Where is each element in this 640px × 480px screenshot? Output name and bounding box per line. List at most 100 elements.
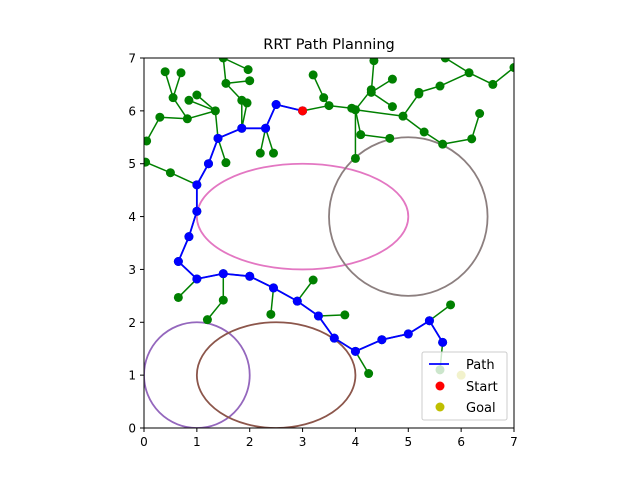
path-node (313, 311, 323, 321)
tree-node (435, 81, 445, 91)
x-tick-label: 5 (404, 435, 412, 449)
path-line (177, 103, 444, 353)
legend-path-label: Path (466, 358, 495, 373)
tree-edge (402, 93, 420, 117)
tree-node (446, 300, 456, 310)
tree-node (242, 98, 252, 108)
tree-node (210, 106, 220, 116)
path-node (192, 180, 202, 190)
tree-node (155, 112, 165, 122)
path-node (203, 159, 213, 169)
path-node (438, 337, 448, 347)
tree-node (419, 127, 429, 137)
x-tick-label: 2 (246, 435, 254, 449)
path-node (269, 283, 278, 293)
tree-node (364, 369, 374, 379)
tree-node (218, 295, 228, 305)
tree-edge (444, 58, 470, 74)
path-node (245, 271, 255, 281)
tree-node (488, 79, 498, 89)
tree-node (467, 134, 477, 144)
y-tick-label: 0 (128, 422, 136, 436)
tree-node (509, 63, 514, 73)
x-tick-label: 4 (352, 435, 360, 449)
tree-node (366, 87, 376, 97)
tree-node (144, 157, 151, 167)
y-axis: 0 1 2 3 4 5 6 7 (128, 52, 144, 436)
tree-node (398, 111, 408, 121)
tree-node (182, 114, 192, 124)
tree-node (308, 70, 318, 80)
y-tick-label: 4 (128, 210, 136, 224)
tree-edge (188, 99, 216, 112)
tree-node (350, 153, 360, 163)
tree-edge (164, 71, 174, 98)
tree-node (319, 93, 329, 103)
tree-node (184, 95, 194, 105)
plot-frame (143, 57, 515, 429)
tree-node (340, 310, 350, 320)
path-node (377, 335, 387, 345)
path-node (213, 133, 223, 143)
start-marker (298, 106, 308, 116)
tree-node (245, 76, 255, 86)
chart-title: RRT Path Planning (263, 37, 394, 53)
tree-node (192, 90, 202, 100)
x-tick-label: 1 (193, 435, 201, 449)
tree-node (324, 101, 334, 111)
tree-node (369, 58, 379, 66)
tree-node (308, 275, 318, 285)
path-node (237, 123, 247, 133)
x-tick-label: 0 (140, 435, 148, 449)
planned-path (173, 100, 466, 380)
x-tick-label: 3 (299, 435, 307, 449)
tree-node (269, 148, 278, 158)
tree-node (176, 68, 186, 78)
legend-goal-swatch (435, 402, 445, 412)
legend-goal-label: Goal (466, 401, 496, 416)
tree-edge (439, 72, 470, 87)
path-node (192, 274, 202, 284)
legend: Path Start Goal (421, 351, 508, 421)
tree-node (255, 148, 265, 158)
legend-box (421, 351, 508, 421)
tree-node (202, 315, 212, 325)
x-tick-label: 7 (510, 435, 518, 449)
tree-node (221, 158, 231, 168)
y-tick-label: 5 (128, 157, 136, 171)
tree-node (350, 105, 360, 115)
path-node (424, 316, 434, 326)
legend-start-swatch (435, 381, 445, 391)
tree-node (160, 67, 170, 77)
tree-edge (222, 58, 249, 71)
tree-node (475, 109, 485, 118)
tree-edge (492, 66, 514, 86)
tree-node (221, 78, 231, 88)
path-node (261, 123, 271, 133)
path-node (329, 333, 339, 343)
tree-edge (170, 172, 198, 186)
path-node (173, 257, 183, 266)
tree-node (356, 130, 366, 140)
path-node (218, 269, 228, 279)
obstacle-ellipse (195, 162, 410, 271)
tree-node (266, 309, 276, 319)
path-node (350, 346, 360, 356)
tree-node (387, 74, 397, 84)
tree-edge (159, 116, 188, 120)
tree-node (438, 139, 448, 149)
y-tick-label: 3 (128, 263, 136, 277)
x-axis: 0 1 2 3 4 5 6 7 (140, 428, 518, 449)
y-tick-label: 6 (128, 104, 136, 118)
tree-node (144, 136, 152, 146)
tree-node (414, 87, 424, 97)
tree-edge (214, 110, 219, 139)
y-tick-label: 1 (128, 369, 136, 383)
tree-node (385, 133, 395, 143)
path-node (292, 296, 302, 306)
obstacle-circle (328, 136, 489, 297)
tree-edge (442, 138, 472, 145)
path-node (271, 100, 281, 110)
tree-edge (145, 116, 161, 142)
